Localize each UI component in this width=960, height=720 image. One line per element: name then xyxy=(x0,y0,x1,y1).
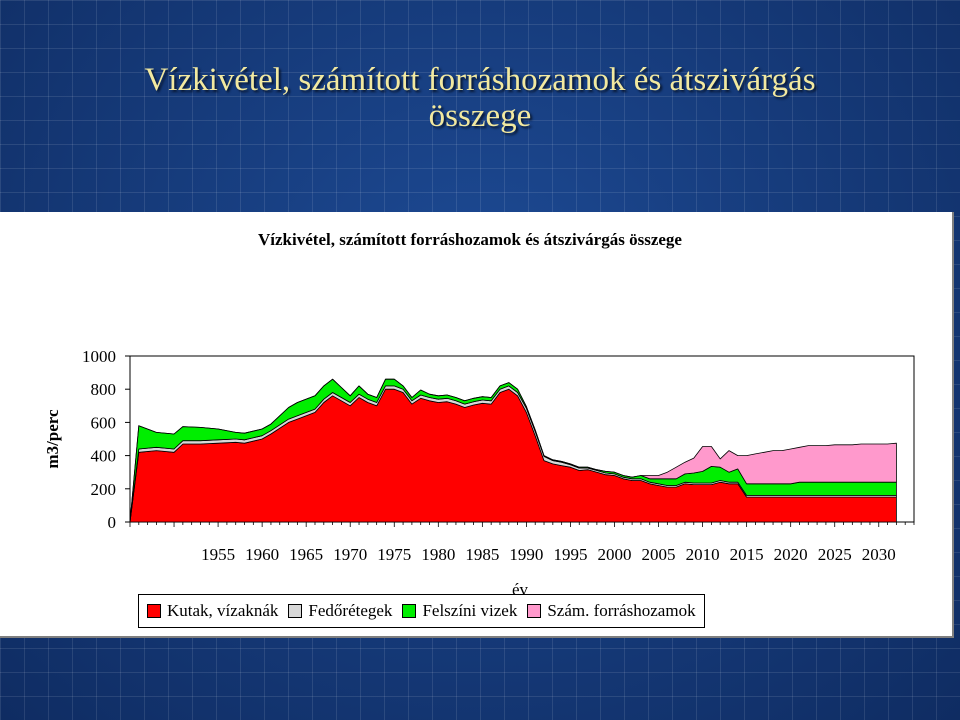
x-tick-label-2005: 2005 xyxy=(642,545,676,564)
area-chart: 0 200 400 600 800 1000 1955 1960 1965 1970 1975 198… xyxy=(43,347,915,599)
legend-item-forrashozamok: Szám. forráshozamok xyxy=(527,601,696,621)
legend-item-fedoretegek: Fedőrétegek xyxy=(288,601,392,621)
y-axis-title: m3/perc xyxy=(43,409,62,469)
x-tick-label-2030: 2030 xyxy=(862,545,896,564)
x-tick-label-1955: 1955 xyxy=(201,545,235,564)
x-tick-label-1980: 1980 xyxy=(421,545,455,564)
y-tick-label-0: 0 xyxy=(108,513,117,532)
y-tick-label-800: 800 xyxy=(91,380,117,399)
x-tick-label-2000: 2000 xyxy=(597,545,631,564)
legend-swatch-felszini xyxy=(402,604,417,618)
legend-swatch-forrashozamok xyxy=(527,604,542,618)
y-tick-label-600: 600 xyxy=(91,413,117,432)
legend-label-fedoretegek: Fedőrétegek xyxy=(308,601,393,620)
x-tick-label-2020: 2020 xyxy=(774,545,808,564)
slide-title: Vízkivétel, számított forráshozamok és á… xyxy=(0,62,960,134)
x-tick-label-1965: 1965 xyxy=(289,545,323,564)
x-tick-label-2025: 2025 xyxy=(818,545,852,564)
y-tick-label-1000: 1000 xyxy=(82,347,116,366)
legend-label-forrashozamok: Szám. forráshozamok xyxy=(547,601,696,620)
legend-swatch-fedoretegek xyxy=(288,604,303,618)
chart-title: Vízkivétel, számított forráshozamok és á… xyxy=(258,230,682,249)
chart-panel: Vízkivétel, számított forráshozamok és á… xyxy=(0,212,954,638)
x-tick-label-1985: 1985 xyxy=(465,545,499,564)
area-series-forrashozamok xyxy=(129,378,897,523)
legend-label-felszini: Felszíni vizek xyxy=(422,601,518,620)
x-tick-label-1995: 1995 xyxy=(553,545,587,564)
x-tick-label-1960: 1960 xyxy=(245,545,279,564)
y-tick-label-400: 400 xyxy=(91,447,117,466)
legend-label-kutak: Kutak, vízaknák xyxy=(167,601,279,620)
chart-legend: Kutak, vízaknák Fedőrétegek Felszíni viz… xyxy=(138,594,705,628)
legend-item-kutak: Kutak, vízaknák xyxy=(147,601,278,621)
legend-swatch-kutak xyxy=(147,604,161,618)
x-tick-label-2010: 2010 xyxy=(686,545,720,564)
y-tick-label-200: 200 xyxy=(91,480,117,499)
legend-item-felszini: Felszíni vizek xyxy=(402,601,517,621)
slide-title-line-2: összege xyxy=(428,98,532,134)
x-tick-label-1970: 1970 xyxy=(333,545,367,564)
x-tick-label-2015: 2015 xyxy=(730,545,764,564)
x-tick-label-1990: 1990 xyxy=(509,545,543,564)
slide-title-line-1: Vízkivétel, számított forráshozamok és á… xyxy=(144,62,816,98)
x-tick-label-1975: 1975 xyxy=(377,545,411,564)
